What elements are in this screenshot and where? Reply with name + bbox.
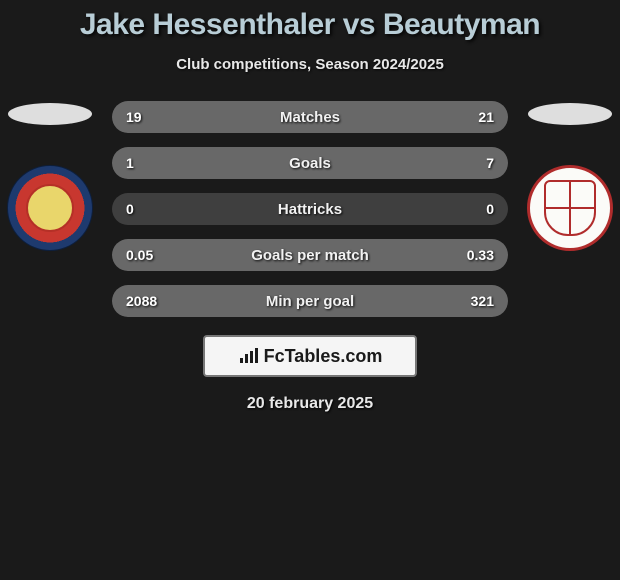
stat-value-right: 21 (478, 101, 494, 133)
player-right-column (520, 101, 620, 251)
stat-row: Goals per match0.05 0.33 (112, 239, 508, 271)
stat-value-left: 19 (126, 101, 142, 133)
player-right-oval (528, 103, 612, 125)
date-label: 20 february 2025 (0, 395, 620, 413)
player-left-column (0, 101, 100, 251)
stat-row: Min per goal2088 321 (112, 285, 508, 317)
stats-list: Matches19 21 Goals1 7 Hattricks0 0 Goals per m… (112, 101, 508, 317)
stat-label: Min per goal (112, 285, 508, 317)
comparison-card: Jake Hessenthaler vs Beautyman Club comp… (0, 0, 620, 413)
source-badge: FcTables.com (203, 335, 417, 377)
stat-value-right: 7 (486, 147, 494, 179)
player-left-oval (8, 103, 92, 125)
stat-label: Goals per match (112, 239, 508, 271)
chart-icon (238, 347, 260, 365)
dagenham-redbridge-crest (7, 165, 93, 251)
page-subtitle: Club competitions, Season 2024/2025 (0, 56, 620, 73)
stat-row: Goals1 7 (112, 147, 508, 179)
stat-value-left: 1 (126, 147, 134, 179)
stat-value-left: 0 (126, 193, 134, 225)
stat-value-left: 2088 (126, 285, 157, 317)
stat-row: Matches19 21 (112, 101, 508, 133)
stat-value-left: 0.05 (126, 239, 153, 271)
page-title: Jake Hessenthaler vs Beautyman (0, 8, 620, 42)
main-area: Matches19 21 Goals1 7 Hattricks0 0 Goals per m… (0, 101, 620, 317)
source-badge-text: FcTables.com (264, 346, 383, 367)
stat-label: Hattricks (112, 193, 508, 225)
stat-row: Hattricks0 0 (112, 193, 508, 225)
stat-value-right: 0.33 (467, 239, 494, 271)
stat-value-right: 321 (471, 285, 494, 317)
crest-inner-icon (26, 184, 74, 232)
woking-crest (527, 165, 613, 251)
stat-value-right: 0 (486, 193, 494, 225)
crest-shield-icon (544, 180, 596, 236)
stat-label: Matches (112, 101, 508, 133)
stat-label: Goals (112, 147, 508, 179)
